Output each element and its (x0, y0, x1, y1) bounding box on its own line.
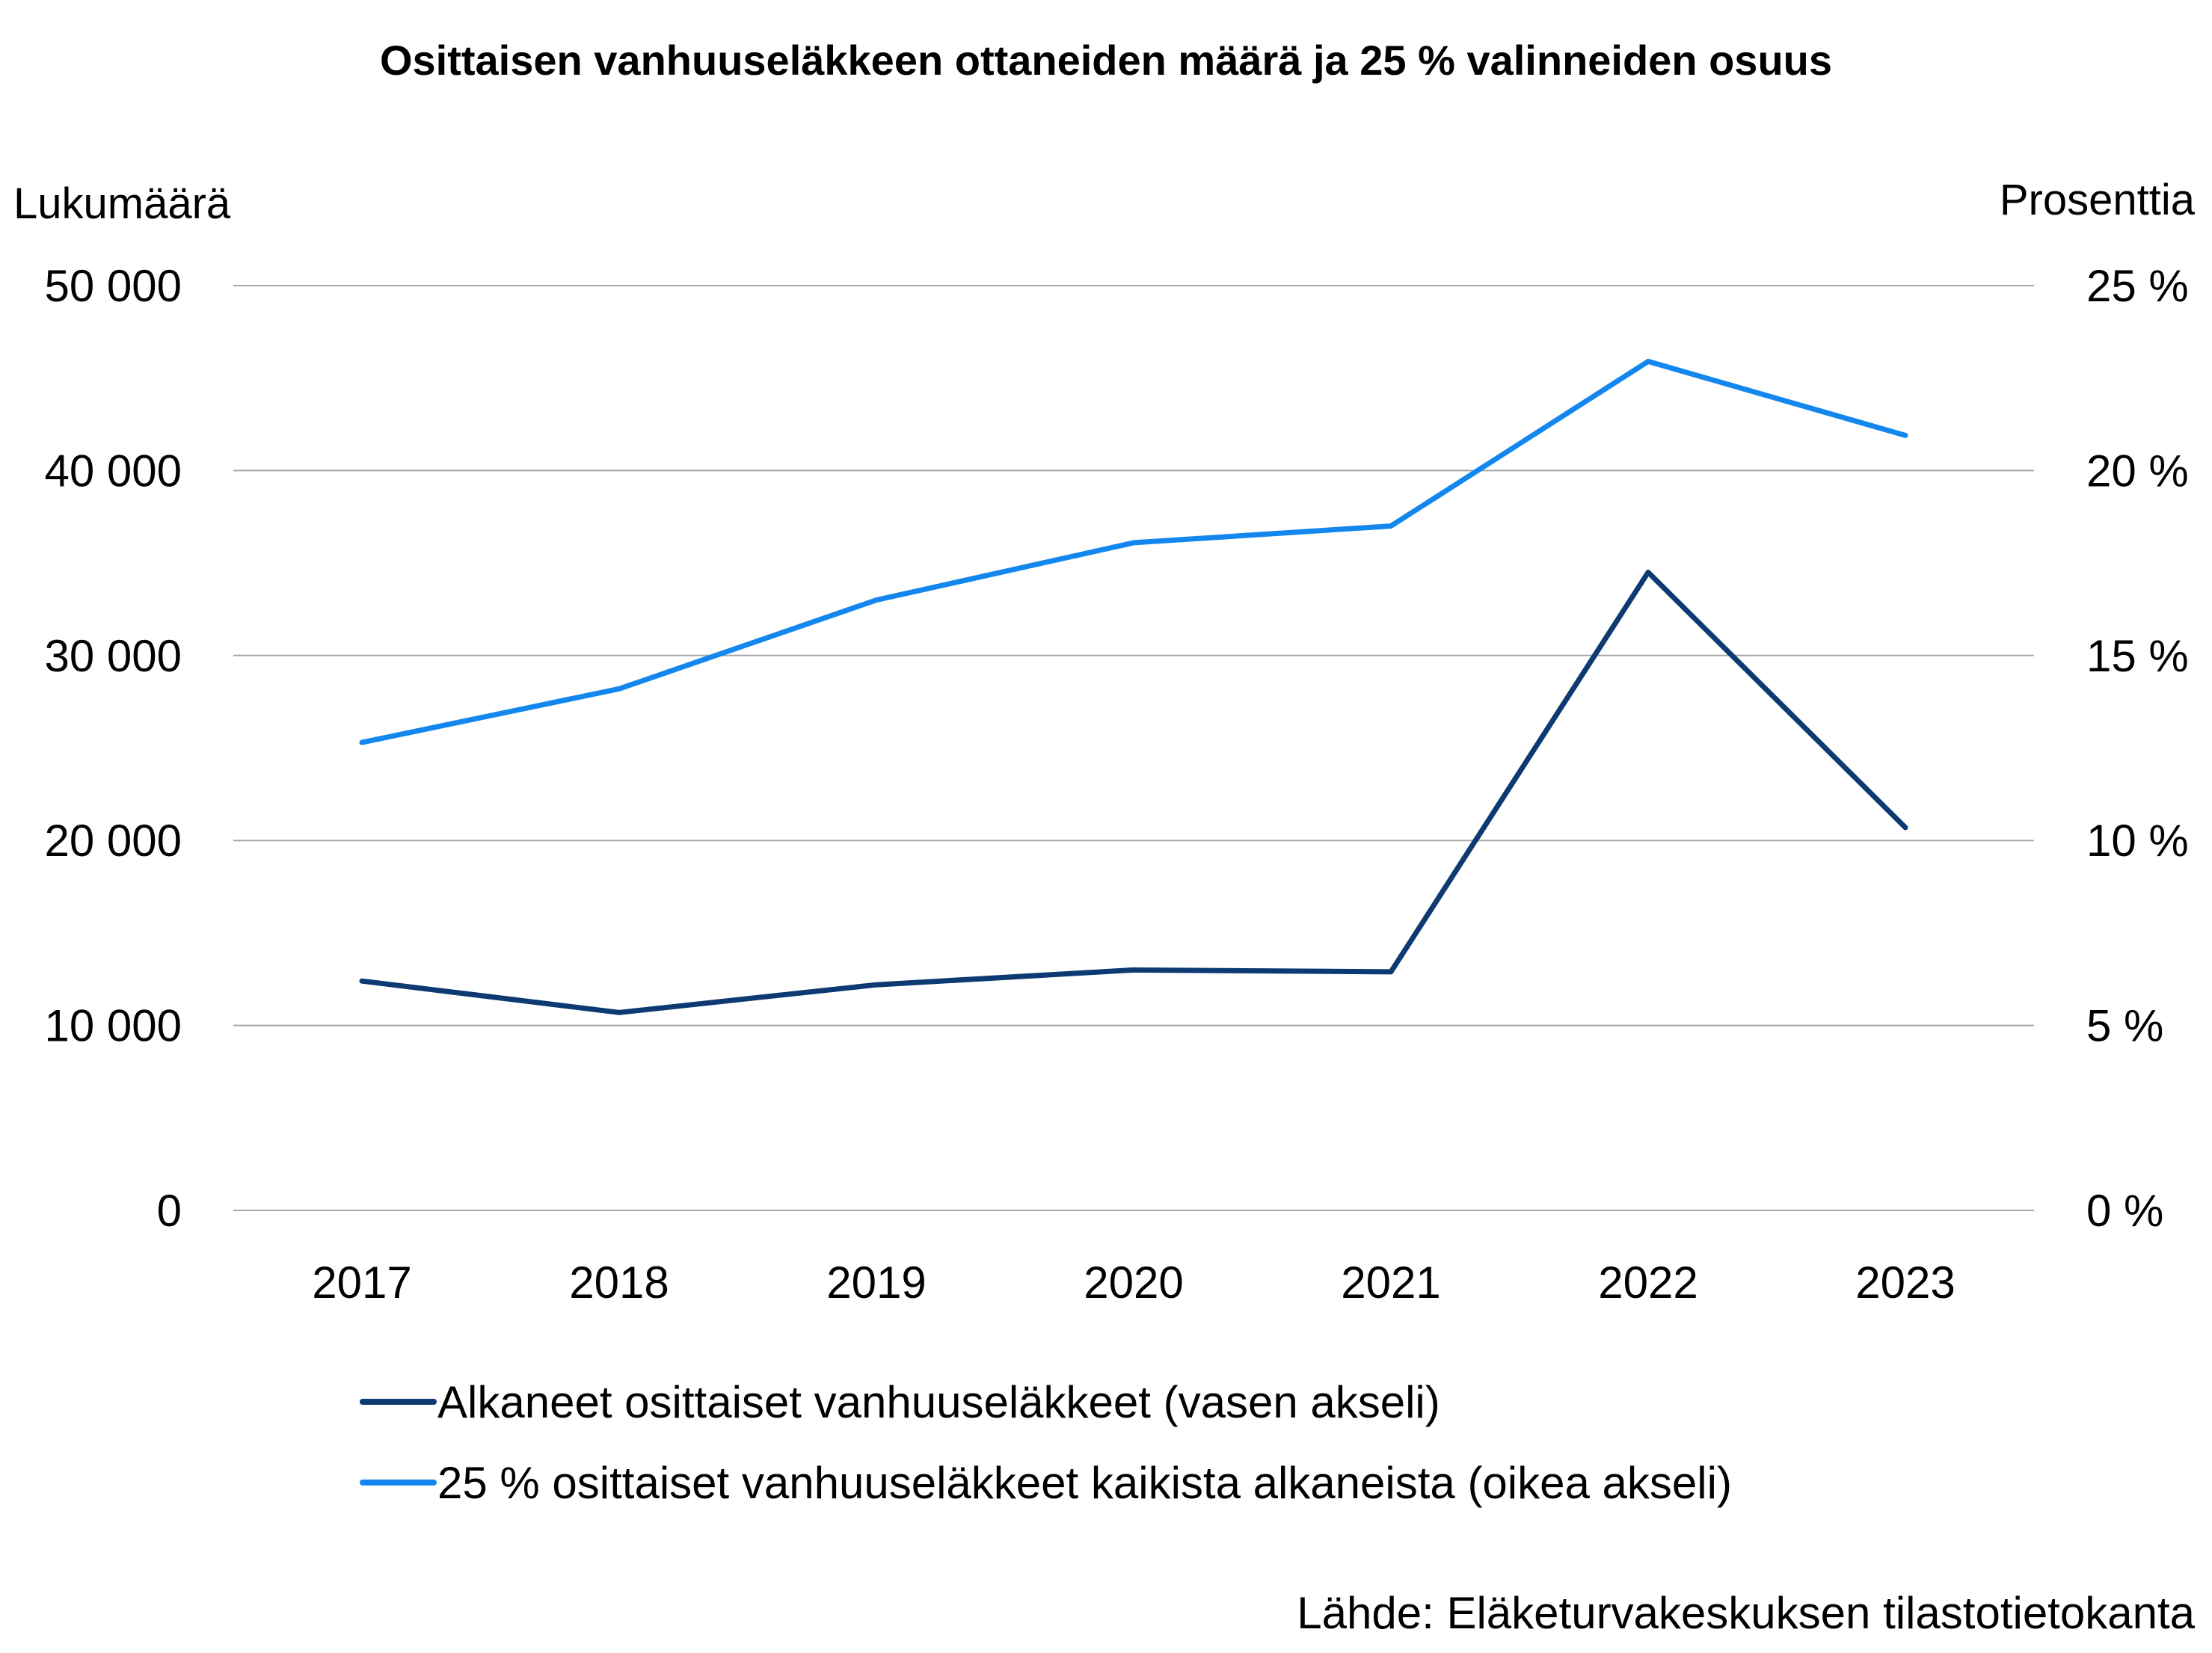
right-tick-label: 25 % (2086, 261, 2189, 311)
x-tick-label: 2020 (1084, 1258, 1183, 1308)
left-tick-label: 50 000 (44, 261, 182, 311)
right-axis-title: Prosenttia (2000, 176, 2196, 224)
legend-label-series-2: 25 % osittaiset vanhuuseläkkeet kaikista… (437, 1458, 1732, 1508)
x-axis-ticks: 2017 2018 2019 2020 2021 2022 2023 (312, 1258, 1955, 1308)
x-tick-label: 2021 (1341, 1258, 1440, 1308)
right-tick-label: 15 % (2086, 631, 2189, 681)
x-tick-label: 2017 (312, 1258, 411, 1308)
x-tick-label: 2018 (569, 1258, 669, 1308)
source-note: Lähde: Eläketurvakeskuksen tilastotietok… (1297, 1588, 2195, 1638)
right-tick-label: 20 % (2086, 446, 2189, 496)
x-tick-label: 2023 (1855, 1258, 1955, 1308)
left-tick-label: 0 (157, 1186, 182, 1236)
left-axis-title: Lukumäärä (13, 179, 231, 228)
x-tick-label: 2022 (1598, 1258, 1698, 1308)
left-tick-label: 30 000 (44, 631, 182, 681)
right-tick-label: 5 % (2086, 1001, 2163, 1051)
x-tick-label: 2019 (826, 1258, 926, 1308)
series-line-1 (359, 570, 1908, 1015)
left-tick-label: 20 000 (44, 816, 182, 866)
legend-label-series-1: Alkaneet osittaiset vanhuuseläkkeet (vas… (437, 1377, 1440, 1427)
right-tick-label: 0 % (2086, 1186, 2163, 1236)
left-axis-ticks: 0 10 000 20 000 30 000 40 000 50 000 (44, 261, 182, 1236)
left-tick-label: 10 000 (44, 1001, 182, 1051)
legend: Alkaneet osittaiset vanhuuseläkkeet (vas… (360, 1377, 1732, 1508)
series-line-2 (359, 358, 1908, 745)
series-lines (359, 358, 1908, 1015)
right-tick-label: 10 % (2086, 816, 2189, 866)
gridlines (233, 285, 2034, 1211)
chart-title: Osittaisen vanhuuseläkkeen ottaneiden mä… (380, 37, 1832, 84)
left-tick-label: 40 000 (44, 446, 182, 496)
right-axis-ticks: 0 % 5 % 10 % 15 % 20 % 25 % (2086, 261, 2189, 1236)
